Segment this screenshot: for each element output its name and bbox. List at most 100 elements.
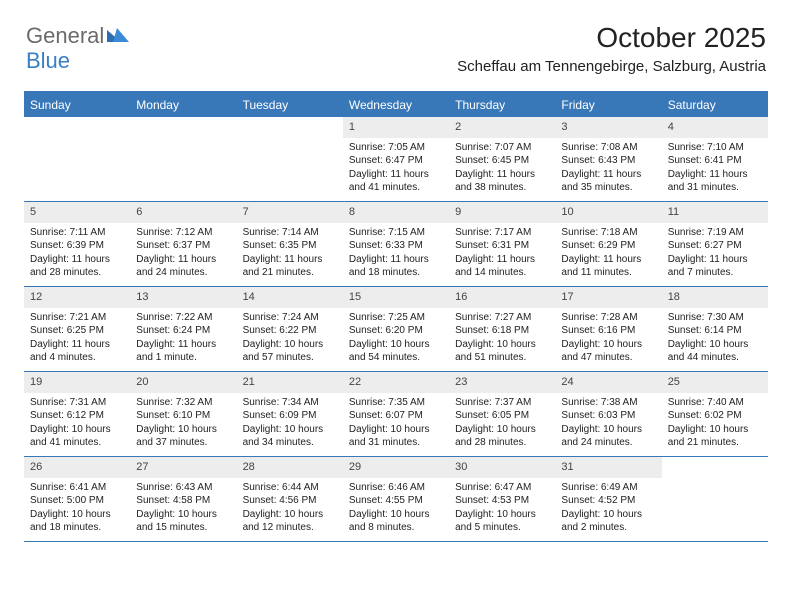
cell-sunrise: Sunrise: 7:34 AM — [243, 396, 337, 410]
cell-sunrise: Sunrise: 7:35 AM — [349, 396, 443, 410]
location-subtitle: Scheffau am Tennengebirge, Salzburg, Aus… — [457, 58, 766, 75]
calendar-cell: 6Sunrise: 7:12 AMSunset: 6:37 PMDaylight… — [130, 202, 236, 286]
cell-sunrise: Sunrise: 7:21 AM — [30, 311, 124, 325]
cell-sunrise: Sunrise: 6:46 AM — [349, 481, 443, 495]
cell-daylight: Daylight: 11 hours and 18 minutes. — [349, 253, 443, 280]
cell-body: Sunrise: 7:19 AMSunset: 6:27 PMDaylight:… — [662, 223, 768, 285]
cell-sunset: Sunset: 6:20 PM — [349, 324, 443, 338]
cell-body: Sunrise: 7:15 AMSunset: 6:33 PMDaylight:… — [343, 223, 449, 285]
cell-body: Sunrise: 6:46 AMSunset: 4:55 PMDaylight:… — [343, 478, 449, 540]
cell-body: Sunrise: 7:22 AMSunset: 6:24 PMDaylight:… — [130, 308, 236, 370]
cell-day-number: 2 — [449, 117, 555, 138]
cell-daylight: Daylight: 11 hours and 14 minutes. — [455, 253, 549, 280]
cell-body: Sunrise: 7:30 AMSunset: 6:14 PMDaylight:… — [662, 308, 768, 370]
cell-sunset: Sunset: 6:45 PM — [455, 154, 549, 168]
calendar-cell: 18Sunrise: 7:30 AMSunset: 6:14 PMDayligh… — [662, 287, 768, 371]
cell-sunrise: Sunrise: 6:44 AM — [243, 481, 337, 495]
day-header-sat: Saturday — [662, 93, 768, 117]
cell-sunrise: Sunrise: 7:40 AM — [668, 396, 762, 410]
cell-day-number: 27 — [130, 457, 236, 478]
cell-body: Sunrise: 7:05 AMSunset: 6:47 PMDaylight:… — [343, 138, 449, 200]
cell-sunrise: Sunrise: 6:47 AM — [455, 481, 549, 495]
cell-sunset: Sunset: 4:52 PM — [561, 494, 655, 508]
calendar-weeks: 1Sunrise: 7:05 AMSunset: 6:47 PMDaylight… — [24, 117, 768, 542]
cell-daylight: Daylight: 10 hours and 28 minutes. — [455, 423, 549, 450]
cell-day-number: 12 — [24, 287, 130, 308]
calendar-cell: 8Sunrise: 7:15 AMSunset: 6:33 PMDaylight… — [343, 202, 449, 286]
cell-body: Sunrise: 6:43 AMSunset: 4:58 PMDaylight:… — [130, 478, 236, 540]
calendar-cell: 30Sunrise: 6:47 AMSunset: 4:53 PMDayligh… — [449, 457, 555, 541]
cell-body: Sunrise: 7:38 AMSunset: 6:03 PMDaylight:… — [555, 393, 661, 455]
cell-body: Sunrise: 7:35 AMSunset: 6:07 PMDaylight:… — [343, 393, 449, 455]
cell-daylight: Daylight: 10 hours and 51 minutes. — [455, 338, 549, 365]
cell-sunset: Sunset: 6:09 PM — [243, 409, 337, 423]
cell-sunrise: Sunrise: 7:08 AM — [561, 141, 655, 155]
cell-sunrise: Sunrise: 7:19 AM — [668, 226, 762, 240]
cell-sunset: Sunset: 6:03 PM — [561, 409, 655, 423]
cell-daylight: Daylight: 10 hours and 31 minutes. — [349, 423, 443, 450]
cell-sunrise: Sunrise: 7:31 AM — [30, 396, 124, 410]
cell-body: Sunrise: 7:31 AMSunset: 6:12 PMDaylight:… — [24, 393, 130, 455]
cell-sunset: Sunset: 6:31 PM — [455, 239, 549, 253]
title-block: October 2025 Scheffau am Tennengebirge, … — [457, 22, 766, 75]
cell-sunrise: Sunrise: 7:30 AM — [668, 311, 762, 325]
cell-sunset: Sunset: 5:00 PM — [30, 494, 124, 508]
day-header-sun: Sunday — [24, 93, 130, 117]
calendar-cell — [662, 457, 768, 541]
cell-daylight: Daylight: 10 hours and 54 minutes. — [349, 338, 443, 365]
cell-sunset: Sunset: 6:39 PM — [30, 239, 124, 253]
cell-daylight: Daylight: 11 hours and 31 minutes. — [668, 168, 762, 195]
calendar-cell: 13Sunrise: 7:22 AMSunset: 6:24 PMDayligh… — [130, 287, 236, 371]
cell-sunset: Sunset: 6:05 PM — [455, 409, 549, 423]
cell-sunrise: Sunrise: 7:38 AM — [561, 396, 655, 410]
cell-sunset: Sunset: 4:58 PM — [136, 494, 230, 508]
cell-day-number: 19 — [24, 372, 130, 393]
cell-day-number: 26 — [24, 457, 130, 478]
cell-body: Sunrise: 7:12 AMSunset: 6:37 PMDaylight:… — [130, 223, 236, 285]
cell-body: Sunrise: 7:21 AMSunset: 6:25 PMDaylight:… — [24, 308, 130, 370]
calendar-cell: 29Sunrise: 6:46 AMSunset: 4:55 PMDayligh… — [343, 457, 449, 541]
calendar-cell: 4Sunrise: 7:10 AMSunset: 6:41 PMDaylight… — [662, 117, 768, 201]
calendar-cell: 21Sunrise: 7:34 AMSunset: 6:09 PMDayligh… — [237, 372, 343, 456]
calendar-cell: 1Sunrise: 7:05 AMSunset: 6:47 PMDaylight… — [343, 117, 449, 201]
cell-body: Sunrise: 6:44 AMSunset: 4:56 PMDaylight:… — [237, 478, 343, 540]
cell-day-number — [662, 457, 768, 463]
cell-daylight: Daylight: 10 hours and 12 minutes. — [243, 508, 337, 535]
cell-sunset: Sunset: 6:18 PM — [455, 324, 549, 338]
cell-daylight: Daylight: 10 hours and 57 minutes. — [243, 338, 337, 365]
cell-sunset: Sunset: 4:55 PM — [349, 494, 443, 508]
cell-day-number: 7 — [237, 202, 343, 223]
cell-day-number: 21 — [237, 372, 343, 393]
calendar-cell — [24, 117, 130, 201]
cell-body: Sunrise: 7:17 AMSunset: 6:31 PMDaylight:… — [449, 223, 555, 285]
calendar-cell: 12Sunrise: 7:21 AMSunset: 6:25 PMDayligh… — [24, 287, 130, 371]
cell-daylight: Daylight: 11 hours and 24 minutes. — [136, 253, 230, 280]
calendar-cell: 15Sunrise: 7:25 AMSunset: 6:20 PMDayligh… — [343, 287, 449, 371]
cell-sunrise: Sunrise: 6:41 AM — [30, 481, 124, 495]
cell-sunset: Sunset: 6:27 PM — [668, 239, 762, 253]
cell-sunrise: Sunrise: 7:07 AM — [455, 141, 549, 155]
calendar-cell: 14Sunrise: 7:24 AMSunset: 6:22 PMDayligh… — [237, 287, 343, 371]
cell-body: Sunrise: 7:27 AMSunset: 6:18 PMDaylight:… — [449, 308, 555, 370]
cell-sunrise: Sunrise: 7:32 AM — [136, 396, 230, 410]
cell-body: Sunrise: 7:07 AMSunset: 6:45 PMDaylight:… — [449, 138, 555, 200]
cell-daylight: Daylight: 10 hours and 5 minutes. — [455, 508, 549, 535]
cell-sunrise: Sunrise: 7:18 AM — [561, 226, 655, 240]
cell-day-number: 5 — [24, 202, 130, 223]
calendar-cell: 2Sunrise: 7:07 AMSunset: 6:45 PMDaylight… — [449, 117, 555, 201]
cell-body: Sunrise: 7:18 AMSunset: 6:29 PMDaylight:… — [555, 223, 661, 285]
day-header-mon: Monday — [130, 93, 236, 117]
cell-daylight: Daylight: 11 hours and 7 minutes. — [668, 253, 762, 280]
cell-daylight: Daylight: 10 hours and 37 minutes. — [136, 423, 230, 450]
cell-body: Sunrise: 7:11 AMSunset: 6:39 PMDaylight:… — [24, 223, 130, 285]
cell-sunrise: Sunrise: 7:11 AM — [30, 226, 124, 240]
cell-body: Sunrise: 7:08 AMSunset: 6:43 PMDaylight:… — [555, 138, 661, 200]
cell-day-number: 18 — [662, 287, 768, 308]
cell-daylight: Daylight: 11 hours and 41 minutes. — [349, 168, 443, 195]
cell-daylight: Daylight: 11 hours and 21 minutes. — [243, 253, 337, 280]
cell-sunset: Sunset: 6:25 PM — [30, 324, 124, 338]
cell-sunrise: Sunrise: 7:15 AM — [349, 226, 443, 240]
cell-sunrise: Sunrise: 6:49 AM — [561, 481, 655, 495]
cell-day-number: 24 — [555, 372, 661, 393]
cell-day-number: 1 — [343, 117, 449, 138]
